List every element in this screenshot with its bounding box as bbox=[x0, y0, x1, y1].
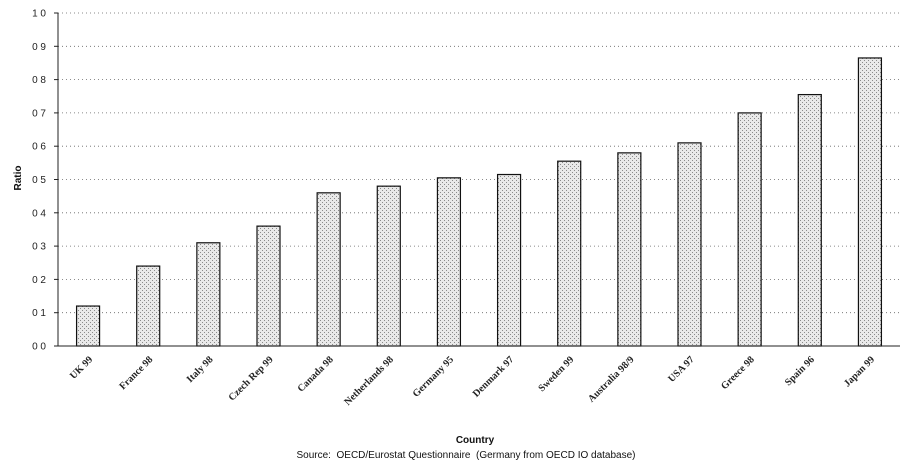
y-tick-label: 0 4 bbox=[32, 208, 46, 219]
bar bbox=[316, 192, 341, 347]
y-tick-label: 0 0 bbox=[32, 342, 46, 353]
bar bbox=[196, 242, 221, 347]
bars bbox=[75, 57, 883, 347]
x-axis-title: Country bbox=[456, 435, 495, 446]
x-tick-label: UK 99 bbox=[68, 354, 95, 381]
x-tick-label: France 98 bbox=[118, 354, 156, 392]
y-tick-label: 0 9 bbox=[32, 42, 46, 53]
y-tick-labels: 0 0 0 1 0 2 0 3 0 4 0 5 0 6 0 7 0 8 0 9 1 0 bbox=[32, 9, 46, 353]
x-tick-label: Japan 99 bbox=[842, 354, 877, 389]
x-tick-label: Sweden 99 bbox=[537, 354, 577, 394]
y-tick-label: 0 1 bbox=[32, 308, 46, 319]
bar bbox=[376, 185, 401, 347]
x-tick-label: Spain 96 bbox=[783, 354, 817, 388]
bar bbox=[617, 152, 642, 347]
bar bbox=[557, 160, 582, 347]
x-tick-label: USA 97 bbox=[666, 354, 696, 384]
x-tick-label: Netherlands 98 bbox=[342, 354, 396, 408]
bar bbox=[436, 177, 462, 347]
bar bbox=[737, 112, 762, 347]
bar bbox=[496, 173, 522, 347]
y-tick-label: 0 8 bbox=[32, 75, 46, 86]
bar bbox=[677, 142, 702, 347]
source-note: Source: OECD/Eurostat Questionnaire (Ger… bbox=[296, 450, 635, 461]
y-axis-title: Ratio bbox=[13, 166, 24, 191]
x-tick-label: Canada 98 bbox=[296, 354, 336, 394]
bar bbox=[857, 57, 883, 347]
axes bbox=[57, 13, 900, 347]
bar bbox=[797, 93, 822, 347]
bar bbox=[256, 225, 281, 347]
y-tick-label: 0 3 bbox=[32, 242, 46, 253]
bar bbox=[75, 305, 101, 347]
x-tick-label: Czech Rep 99 bbox=[227, 354, 276, 403]
y-tick-label: 0 6 bbox=[32, 142, 46, 153]
y-tick-label: 0 7 bbox=[32, 108, 46, 119]
bar bbox=[136, 265, 161, 347]
y-tick-label: 0 2 bbox=[32, 275, 46, 286]
y-tick-label: 0 5 bbox=[32, 175, 46, 186]
x-tick-labels: UK 99 France 98 Italy 98 Czech Rep 99 Canada… bbox=[68, 354, 877, 408]
x-tick-label: Australia 98/9 bbox=[586, 354, 636, 404]
x-tick-label: Greece 98 bbox=[719, 354, 757, 392]
gridlines bbox=[54, 12, 900, 347]
x-tick-label: Germany 95 bbox=[411, 354, 456, 399]
x-tick-label: Italy 98 bbox=[185, 354, 216, 385]
x-tick-label: Denmark 97 bbox=[471, 354, 516, 399]
y-tick-label: 1 0 bbox=[32, 9, 46, 20]
